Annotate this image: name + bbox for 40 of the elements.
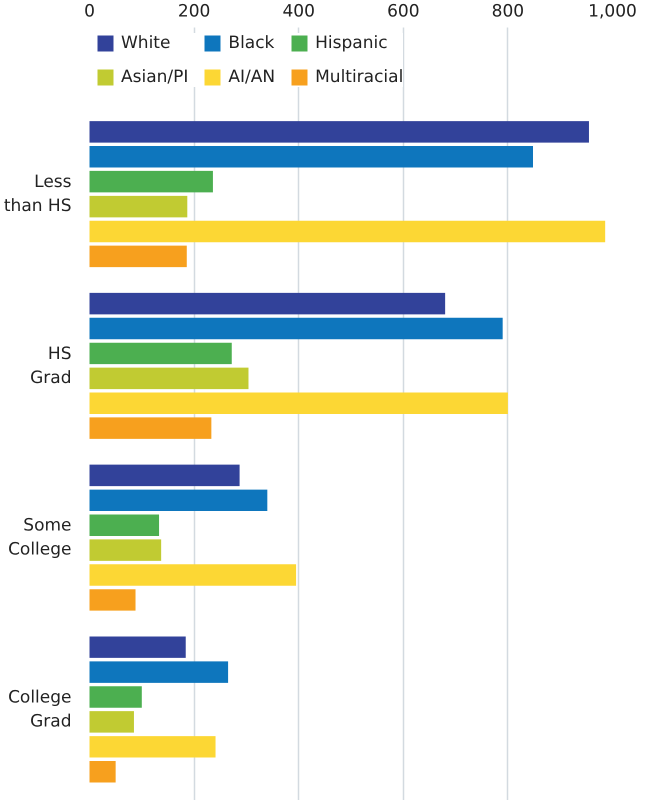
- x-tick-label: 1,000: [588, 2, 637, 22]
- bar: [90, 514, 160, 536]
- bar: [90, 146, 534, 168]
- bar: [90, 246, 187, 268]
- legend-label: White: [121, 33, 170, 53]
- x-tick-label: 400: [282, 2, 315, 22]
- y-tick-label: Some College: [8, 516, 72, 560]
- bar: [90, 342, 232, 364]
- bar: [90, 589, 136, 611]
- legend-label: Black: [228, 33, 274, 53]
- x-tick-label: 800: [492, 2, 524, 22]
- y-tick-label: College Grad: [8, 687, 72, 732]
- legend-label: AI/AN: [228, 67, 276, 87]
- bar: [90, 564, 296, 586]
- legend-label: Hispanic: [315, 33, 388, 53]
- bar: [90, 711, 134, 733]
- bar: [90, 464, 240, 486]
- bar: [90, 392, 508, 414]
- bar: [90, 292, 446, 314]
- bar: [90, 121, 589, 143]
- x-tick-label: 200: [178, 2, 210, 22]
- legend-label: Asian/PI: [121, 67, 188, 87]
- bar: [90, 417, 212, 439]
- bar: [90, 661, 228, 683]
- bar: [90, 368, 248, 390]
- bar: [90, 220, 606, 242]
- bar: [90, 196, 188, 218]
- x-tick-label: 600: [387, 2, 420, 22]
- bar: [90, 318, 503, 340]
- y-tick-label: HS Grad: [30, 344, 72, 388]
- bar: [90, 170, 213, 192]
- x-tick-label: 0: [84, 2, 95, 22]
- bar: [90, 760, 116, 782]
- bar: [90, 636, 186, 658]
- bar: [90, 736, 216, 758]
- legend-label: Multiracial: [315, 67, 404, 87]
- bar: [90, 490, 268, 512]
- bar: [90, 539, 162, 561]
- y-tick-label: Less than HS: [4, 172, 72, 216]
- bar: [90, 686, 142, 708]
